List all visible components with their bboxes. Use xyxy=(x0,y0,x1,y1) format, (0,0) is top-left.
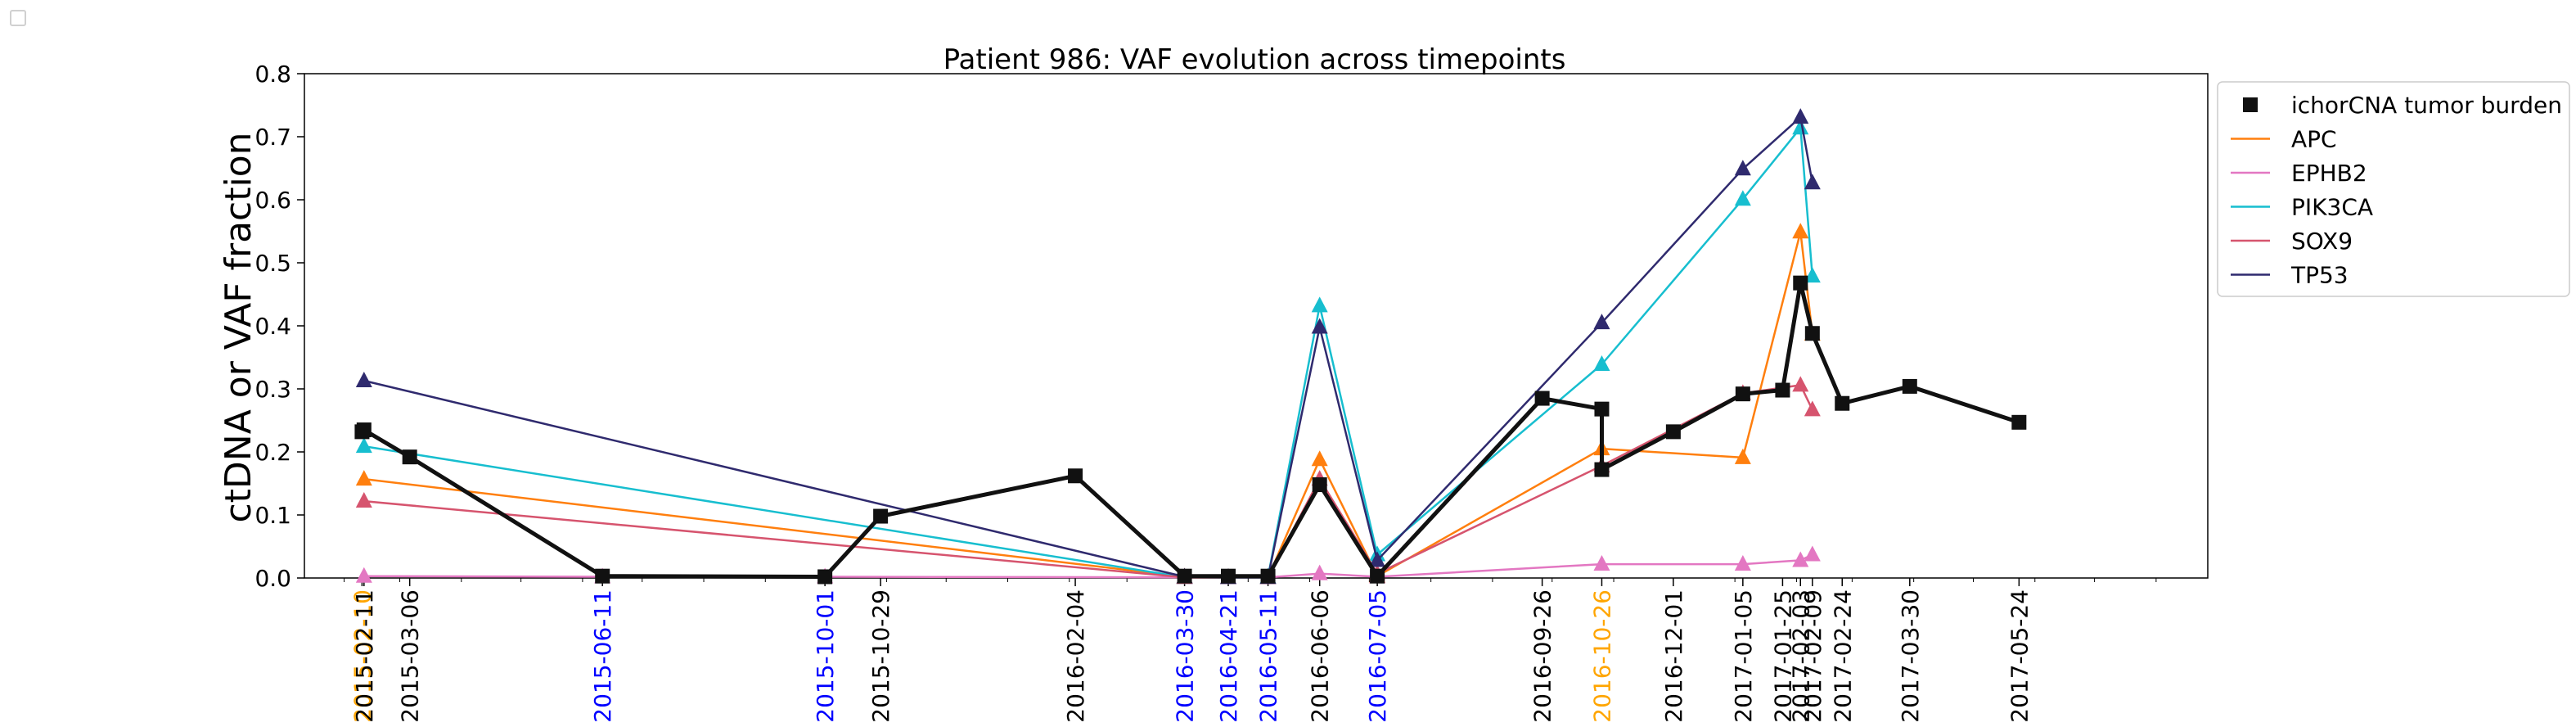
x-tick-label: 2015-10-29 xyxy=(867,589,894,723)
x-tick-label: 2017-02-09 xyxy=(1799,589,1826,723)
data-point xyxy=(1593,314,1610,330)
data-point xyxy=(402,449,417,465)
legend-entry-label: PIK3CA xyxy=(2291,194,2373,221)
x-tick-label: 2015-02-11 xyxy=(351,589,378,723)
y-tick-label: 0.8 xyxy=(254,61,291,88)
data-point xyxy=(1792,376,1809,392)
data-point xyxy=(817,569,833,585)
y-axis-label: ctDNA or VAF fraction xyxy=(218,132,259,522)
legend-entry-label: SOX9 xyxy=(2291,228,2353,255)
data-point xyxy=(1370,568,1385,584)
data-point xyxy=(1775,382,1790,398)
data-point xyxy=(1593,555,1610,571)
legend-frame xyxy=(2217,81,2570,297)
data-point xyxy=(1902,378,1917,394)
data-point xyxy=(1260,568,1276,584)
series-line-tp53 xyxy=(363,115,1814,579)
data-point xyxy=(1594,401,1610,417)
legend: ichorCNA tumor burden APC EPHB2 PIK3CA SOX9 T… xyxy=(2217,81,2570,297)
y-tick-label: 0.4 xyxy=(254,313,291,340)
x-tick-label: 2017-01-05 xyxy=(1730,589,1757,723)
data-point xyxy=(1221,568,1236,584)
x-tick-label: 2017-01-25 xyxy=(1769,589,1796,723)
x-tick-label: 2017-02-03 xyxy=(1787,589,1814,723)
data-point xyxy=(1835,395,1850,411)
data-point xyxy=(1804,174,1821,190)
legend-entry-label: ichorCNA tumor burden xyxy=(2291,92,2562,119)
x-tick-label: 2015-03-06 xyxy=(397,589,424,723)
data-point xyxy=(1534,391,1550,406)
y-tick-label: 0.6 xyxy=(254,187,291,214)
data-point xyxy=(1311,318,1328,334)
data-point xyxy=(1793,275,1808,291)
data-point xyxy=(1734,555,1751,571)
data-point xyxy=(1734,190,1751,206)
data-point xyxy=(1804,400,1821,417)
data-point xyxy=(873,508,889,524)
x-tick-label: 2016-12-01 xyxy=(1660,589,1687,723)
x-tick-label: 2017-05-24 xyxy=(2006,589,2033,723)
y-tick-label: 0.3 xyxy=(254,376,291,403)
y-tick-label: 0.2 xyxy=(254,439,291,466)
data-point xyxy=(1594,462,1610,477)
legend-entry-label: TP53 xyxy=(2290,262,2349,289)
data-point xyxy=(1311,296,1328,313)
data-point xyxy=(1734,448,1751,464)
x-tick-label: 2017-02-24 xyxy=(1829,589,1856,723)
x-tick-label: 2015-10-01 xyxy=(812,589,839,723)
x-tick-label: 2016-10-26 xyxy=(1588,589,1615,723)
data-point xyxy=(2011,414,2027,430)
data-point xyxy=(355,492,372,508)
data-point xyxy=(1369,551,1386,567)
series-line-pik3ca xyxy=(363,126,1814,579)
data-point xyxy=(1735,386,1750,402)
plot-area: 0.00.10.20.30.40.50.60.70.82015-02-10201… xyxy=(254,61,2209,723)
data-point xyxy=(1665,424,1681,440)
legend-marker xyxy=(2243,97,2258,112)
data-point xyxy=(1792,119,1809,135)
x-tick-label: 2015-06-11 xyxy=(589,589,616,723)
data-point xyxy=(355,437,372,454)
checkbox-widget[interactable] xyxy=(10,10,26,26)
data-point xyxy=(1177,568,1192,584)
x-tick-label: 2016-03-30 xyxy=(1172,589,1199,723)
x-tick-label: 2016-09-26 xyxy=(1529,589,1556,723)
y-tick-label: 0.0 xyxy=(254,565,291,592)
data-point xyxy=(1068,468,1083,484)
x-tick-label: 2016-02-04 xyxy=(1062,589,1089,723)
x-tick-label: 2016-06-06 xyxy=(1307,589,1334,723)
x-tick-label: 2016-04-21 xyxy=(1215,589,1242,723)
data-point xyxy=(1792,223,1809,239)
data-point xyxy=(1792,551,1809,567)
y-tick-label: 0.1 xyxy=(254,502,291,529)
legend-entry-label: APC xyxy=(2291,126,2337,153)
data-point xyxy=(1311,564,1328,580)
data-point xyxy=(1734,160,1751,176)
x-tick-label: 2017-03-30 xyxy=(1897,589,1924,723)
data-point xyxy=(355,371,372,387)
data-point xyxy=(1804,326,1820,341)
x-tick-label: 2016-05-11 xyxy=(1255,589,1282,723)
data-point xyxy=(355,567,372,583)
data-point xyxy=(1792,108,1809,124)
data-point xyxy=(1804,545,1821,562)
plot-frame xyxy=(304,73,2209,579)
data-point xyxy=(1312,477,1327,493)
chart-title: Patient 986: VAF evolution across timepo… xyxy=(943,43,1566,76)
data-point xyxy=(1311,450,1328,467)
data-point xyxy=(595,568,610,584)
x-tick-label: 2016-07-05 xyxy=(1364,589,1391,723)
series-line-ichorcna-tumor-burden xyxy=(360,281,2020,579)
y-tick-label: 0.7 xyxy=(254,124,291,151)
data-point xyxy=(356,422,372,438)
legend-entry-label: EPHB2 xyxy=(2291,160,2367,187)
data-point xyxy=(355,470,372,486)
data-point xyxy=(1593,354,1610,371)
data-point xyxy=(1804,267,1821,283)
y-tick-label: 0.5 xyxy=(254,250,291,277)
x-tick-label: 2015-02-10 xyxy=(349,589,376,723)
